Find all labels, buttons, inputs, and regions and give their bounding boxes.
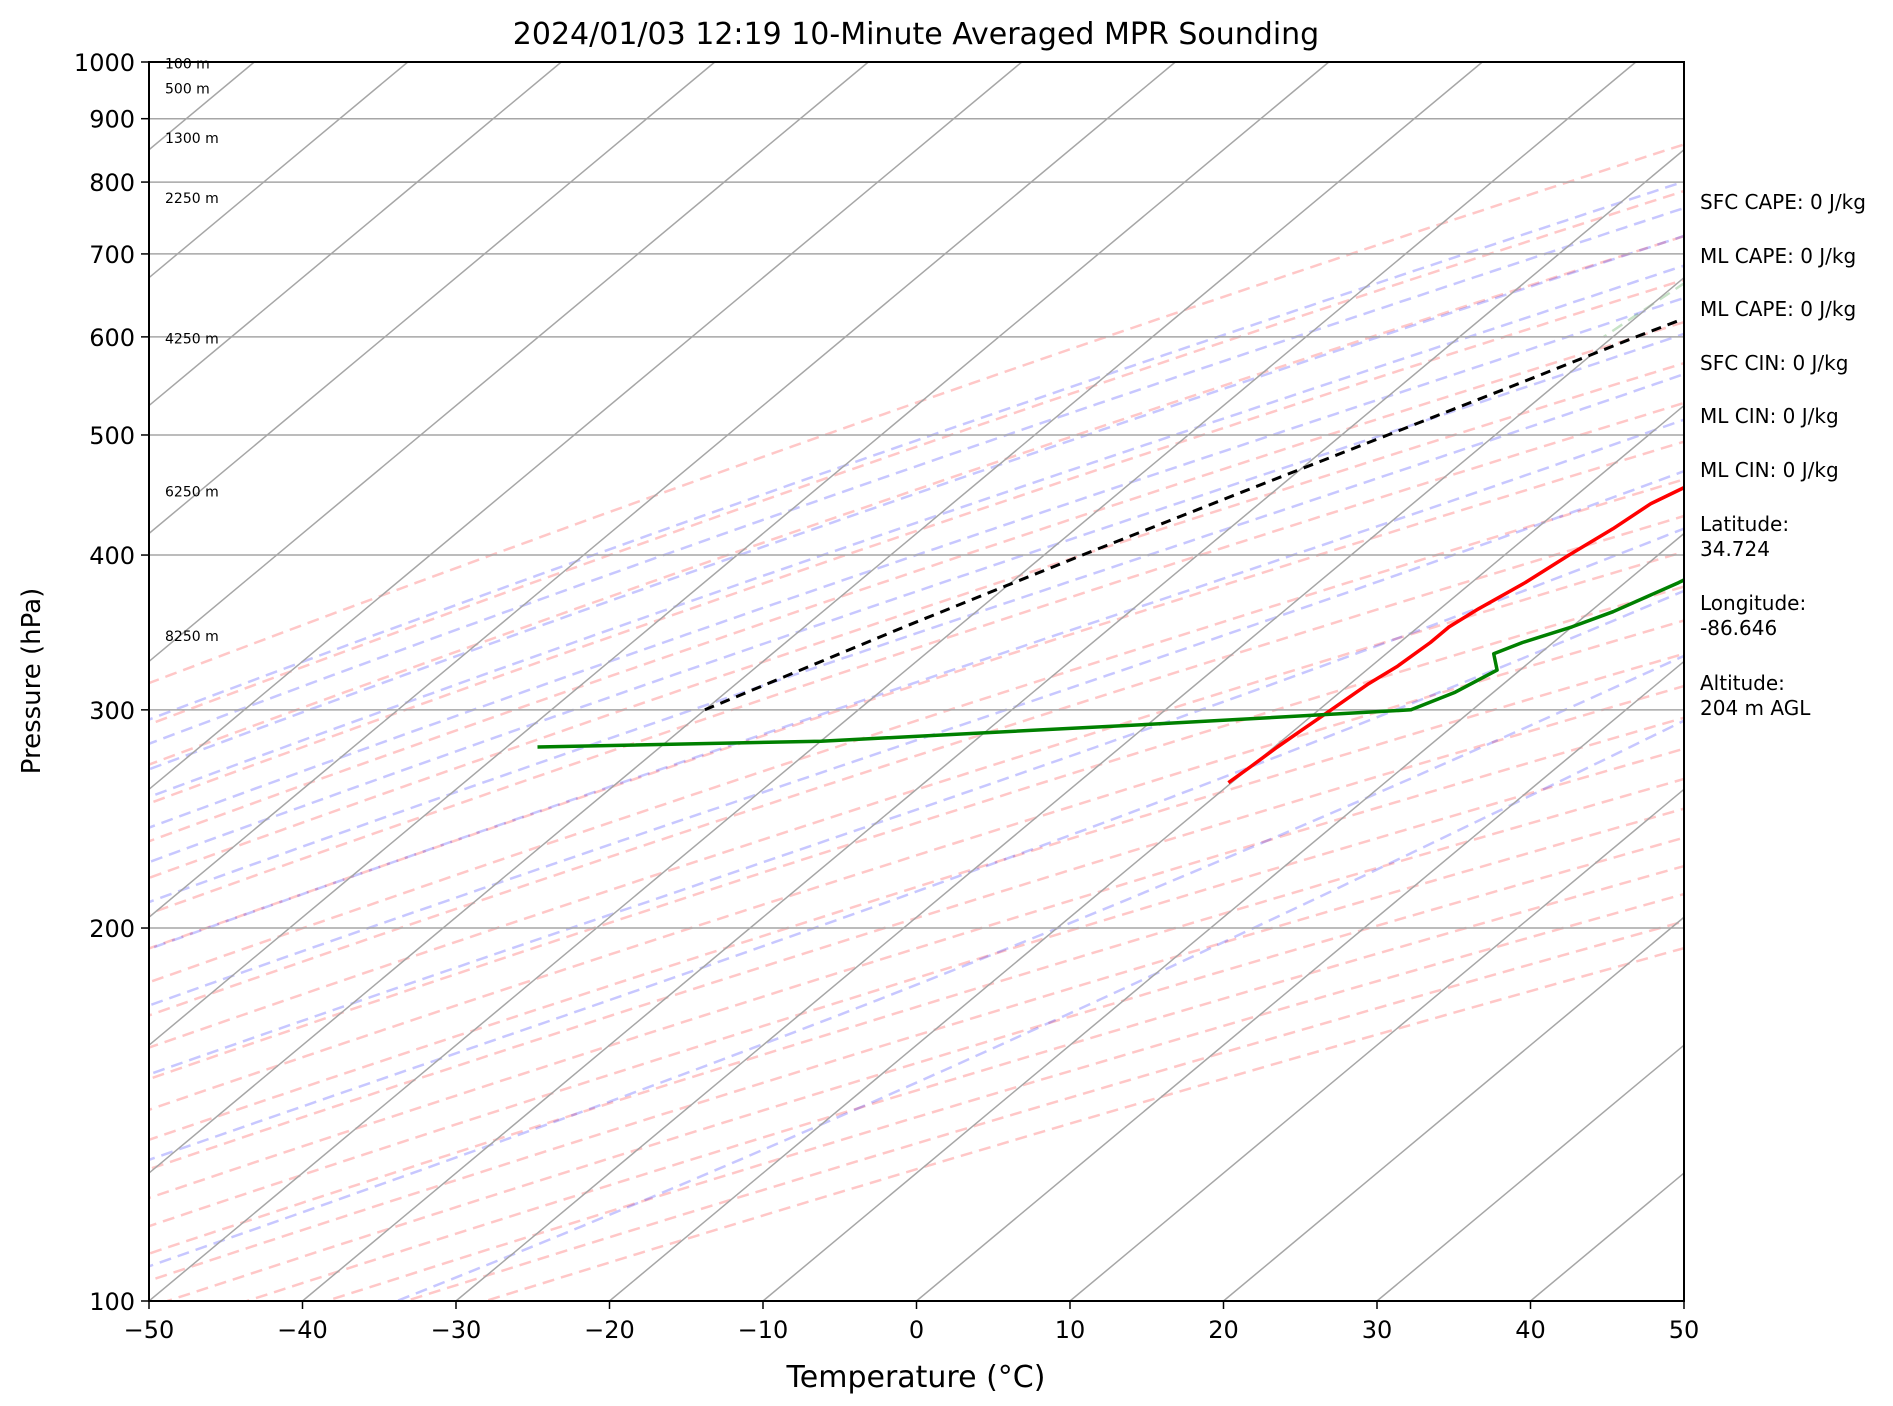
x-tick-label: 20 [1208,1316,1239,1344]
y-tick-label: 500 [89,422,135,450]
x-tick-label: 50 [1669,1316,1700,1344]
x-tick-label: −30 [431,1316,482,1344]
sfc-cin-text: SFC CIN: 0 J/kg [1700,351,1849,375]
latitude-text: Latitude: 34.724 [1700,512,1790,561]
isotherm [762,532,1684,1301]
x-tick-label: 30 [1362,1316,1393,1344]
height-label: 100 m [165,57,210,73]
isotherm [149,62,1637,1301]
isotherm [149,62,1176,919]
isotherm [1376,1044,1684,1301]
y-tick-label: 100 [89,1288,135,1316]
x-tick-label: 40 [1515,1316,1546,1344]
isotherm [1223,916,1684,1301]
y-tick-label: 900 [89,106,135,134]
chart-title: 2024/01/03 12:19 10-Minute Averaged MPR … [513,17,1319,52]
height-label: 2250 m [165,191,219,207]
dry-adiabat [405,920,1684,1301]
ml-cin-text-2: ML CIN: 0 J/kg [1700,458,1839,482]
ml-cape-text: ML CAPE: 0 J/kg [1700,244,1857,268]
x-tick-label: −20 [584,1316,635,1344]
moist-adiabat [149,264,1684,799]
y-tick-label: 400 [89,542,135,570]
moist-adiabat [149,654,1684,1268]
isotherm [149,62,1483,1175]
height-labels: 100 m 500 m 1300 m 2250 m 4250 m 6250 m 8250 m [165,57,219,646]
moist-adiabat [149,469,1684,1007]
isotherm [609,404,1684,1301]
moist-adiabat [149,296,1684,829]
data-lines [537,317,1684,785]
dry-adiabat [149,440,1684,950]
y-tick-label: 800 [89,169,135,197]
altitude-text: Altitude: 204 m AGL [1700,671,1811,720]
height-label: 4250 m [165,332,219,348]
dry-adiabat [149,585,1684,1081]
x-tick-label: 0 [909,1316,924,1344]
isotherm [149,62,562,407]
isotherm [149,62,409,279]
isotherm [302,148,1684,1301]
height-label: 8250 m [165,629,219,645]
isotherm [149,62,869,663]
height-label: 500 m [165,81,210,97]
y-axis-label: Pressure (hPa) [17,588,47,775]
dry-adiabat [149,684,1684,1171]
height-label: 6250 m [165,485,219,501]
dry-adiabat [149,716,1684,1200]
sfc-cape-text: SFC CAPE: 0 J/kg [1700,190,1866,214]
ml-cin-text: ML CIN: 0 J/kg [1700,404,1839,428]
dry-adiabat [149,514,1684,1017]
x-tick-label: −50 [124,1316,175,1344]
dewpoint-line [537,578,1684,749]
y-tick-label: 700 [89,241,135,269]
isotherm [916,660,1684,1301]
dry-adiabat [149,361,1684,880]
axis-ticks: −50 −40 −30 −20 −10 0 10 20 30 40 50 100 200 300 400 50… [74,49,1699,1344]
y-tick-label: 300 [89,697,135,725]
y-tick-label: 1000 [74,49,135,77]
isotherm [1069,788,1684,1301]
moist-adiabat [149,206,1684,746]
x-tick-label: 10 [1055,1316,1086,1344]
x-axis-label: Temperature (°C) [786,1360,1046,1395]
reference-lines [0,62,1684,1301]
dry-adiabat [149,401,1684,916]
temperature-line [1227,485,1684,785]
y-tick-label: 200 [89,915,135,943]
isotherm [455,276,1684,1301]
dry-adiabat [149,619,1684,1112]
moist-adiabat [149,589,1684,1162]
isotherm [149,62,1023,791]
ml-cape-text-2: ML CAPE: 0 J/kg [1700,297,1857,321]
moist-adiabat [149,332,1684,864]
moist-adiabat [149,180,1684,721]
x-tick-label: −40 [277,1316,328,1344]
y-tick-label: 600 [89,324,135,352]
dry-adiabat [149,777,1684,1255]
dry-adiabat [149,234,1684,766]
isotherm [0,62,101,1301]
x-tick-label: −10 [738,1316,789,1344]
height-label: 1300 m [165,131,219,147]
dry-adiabat [149,320,1684,843]
isotherm [149,62,716,535]
isotherm [149,62,1330,1047]
longitude-text: Longitude: -86.646 [1700,591,1807,640]
moist-adiabat [149,527,1684,1076]
